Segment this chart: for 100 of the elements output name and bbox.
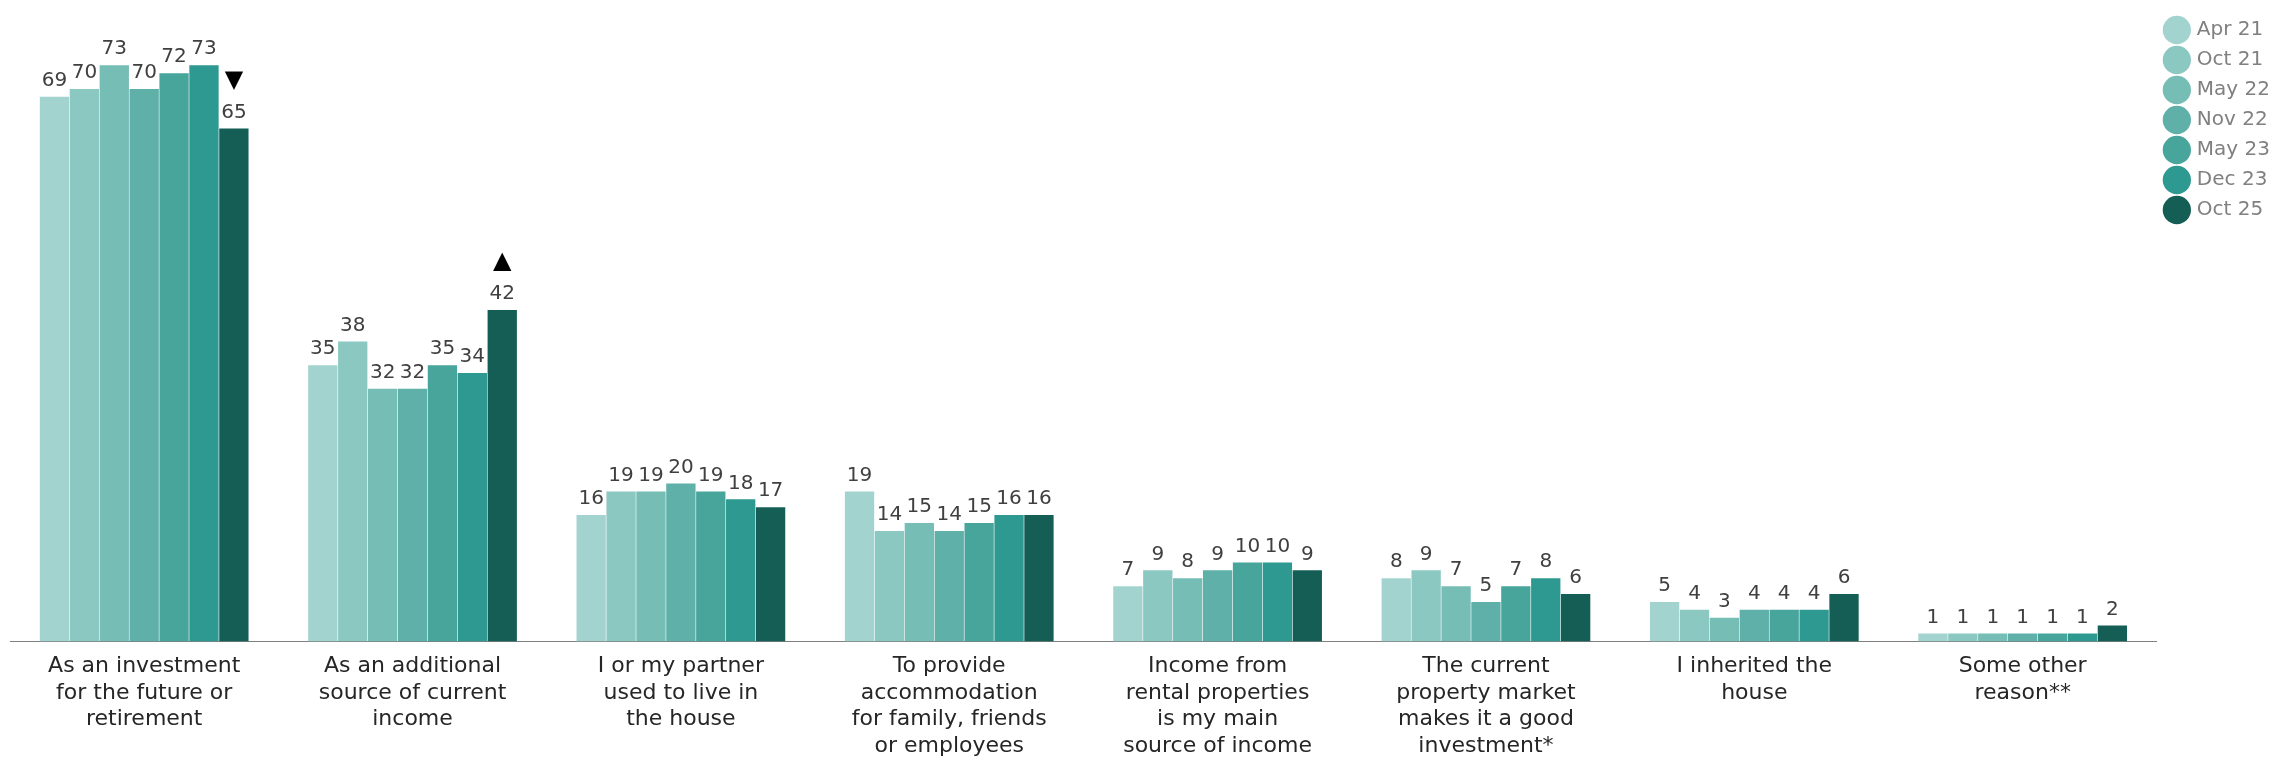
bar <box>1411 570 1441 642</box>
bar <box>1948 633 1978 642</box>
legend-label: Nov 22 <box>2196 106 2268 131</box>
bar <box>1232 562 1263 642</box>
data-label: 10 <box>1264 532 1291 557</box>
data-label: 15 <box>966 493 992 518</box>
data-label: 1 <box>2016 603 2030 628</box>
bar <box>844 491 875 642</box>
data-label: 15 <box>906 493 933 518</box>
data-label: 73 <box>101 35 127 60</box>
x-tick-label: I inherited the house <box>1676 652 1833 704</box>
bar <box>129 88 159 642</box>
data-label: 35 <box>310 335 336 360</box>
data-label: 6 <box>1569 564 1583 589</box>
data-label: 10 <box>1234 532 1261 557</box>
annotation: ▲ <box>493 246 513 275</box>
data-label: 19 <box>698 461 724 486</box>
data-label: 70 <box>71 59 98 84</box>
bar <box>1829 594 1859 642</box>
bar <box>755 507 786 642</box>
bar <box>1561 594 1591 642</box>
bar <box>994 515 1024 642</box>
bar <box>1441 586 1471 642</box>
bar <box>874 530 905 642</box>
bar <box>1024 515 1054 642</box>
data-label: 69 <box>41 67 68 92</box>
data-label: 7 <box>1121 556 1135 581</box>
data-label: 4 <box>1807 580 1821 605</box>
bar <box>1531 578 1561 642</box>
data-label: 42 <box>489 280 515 305</box>
data-label: 14 <box>936 501 962 526</box>
data-label: 8 <box>1181 548 1195 573</box>
bar <box>1799 609 1829 642</box>
data-label: 8 <box>1539 548 1553 573</box>
data-label: 19 <box>608 461 634 486</box>
bar <box>308 365 338 642</box>
data-label: 16 <box>578 485 604 510</box>
bar <box>1292 570 1322 642</box>
x-tick-label: Income from rental properties is my main source of income <box>1123 652 1313 757</box>
data-label: 9 <box>1211 540 1224 565</box>
data-label: 1 <box>2076 603 2089 628</box>
bar <box>2097 625 2128 642</box>
data-label: 7 <box>1449 556 1463 581</box>
x-tick-label: Some other reason** <box>1958 652 2088 704</box>
data-label: 65 <box>221 98 247 123</box>
bar <box>427 365 458 642</box>
data-label: 9 <box>1419 540 1433 565</box>
bar <box>39 96 70 642</box>
data-label: 73 <box>191 35 217 60</box>
bar <box>397 388 428 642</box>
bar <box>1709 617 1740 642</box>
bar <box>1769 609 1799 642</box>
data-label: 8 <box>1389 548 1403 573</box>
data-label: 1 <box>2046 603 2059 628</box>
data-label: 6 <box>1837 564 1851 589</box>
data-label: 70 <box>131 59 157 84</box>
data-label: 2 <box>2106 595 2119 620</box>
data-label: 19 <box>846 461 873 486</box>
bar <box>367 388 398 642</box>
data-label: 4 <box>1688 580 1701 605</box>
bar <box>99 65 129 642</box>
bar <box>666 483 696 642</box>
bar <box>904 523 934 642</box>
data-label: 1 <box>1986 603 2000 628</box>
bar <box>726 499 756 642</box>
bar <box>696 491 726 642</box>
bar <box>1471 601 1501 642</box>
data-label: 32 <box>369 359 396 384</box>
bar <box>189 65 219 642</box>
data-label: 9 <box>1151 540 1165 565</box>
bar <box>1381 578 1411 642</box>
bar <box>636 491 666 642</box>
annotation: ▼ <box>224 64 244 93</box>
data-label: 20 <box>668 453 694 478</box>
data-label: 4 <box>1747 580 1761 605</box>
legend-label: May 22 <box>2196 76 2270 101</box>
x-tick-label: As an investment for the future or retirement <box>48 652 241 731</box>
data-label: 1 <box>1956 603 1970 628</box>
bar <box>159 73 189 642</box>
data-label: 19 <box>638 461 664 486</box>
data-label: 18 <box>727 469 754 494</box>
data-label: 3 <box>1718 587 1731 612</box>
bar <box>338 341 368 642</box>
bar <box>1202 570 1233 642</box>
data-label: 5 <box>1658 572 1671 597</box>
data-label: 32 <box>399 359 426 384</box>
data-label: 4 <box>1777 580 1791 605</box>
x-tick-label: To provide accommodation for family, friends or employees <box>851 652 1047 757</box>
bar <box>1739 609 1769 642</box>
legend-label: Apr 21 <box>2196 16 2264 41</box>
data-label: 72 <box>161 43 187 68</box>
legend-label: Dec 23 <box>2196 166 2268 191</box>
bar <box>1679 609 1710 642</box>
data-label: 7 <box>1509 556 1523 581</box>
data-label: 16 <box>1026 485 1052 510</box>
bar <box>964 523 994 642</box>
x-tick-label: I or my partner used to live in the house <box>597 652 765 731</box>
bar <box>1501 586 1531 642</box>
x-tick-label: The current property market makes it a good investment* <box>1396 652 1576 757</box>
bar <box>1918 633 1948 642</box>
